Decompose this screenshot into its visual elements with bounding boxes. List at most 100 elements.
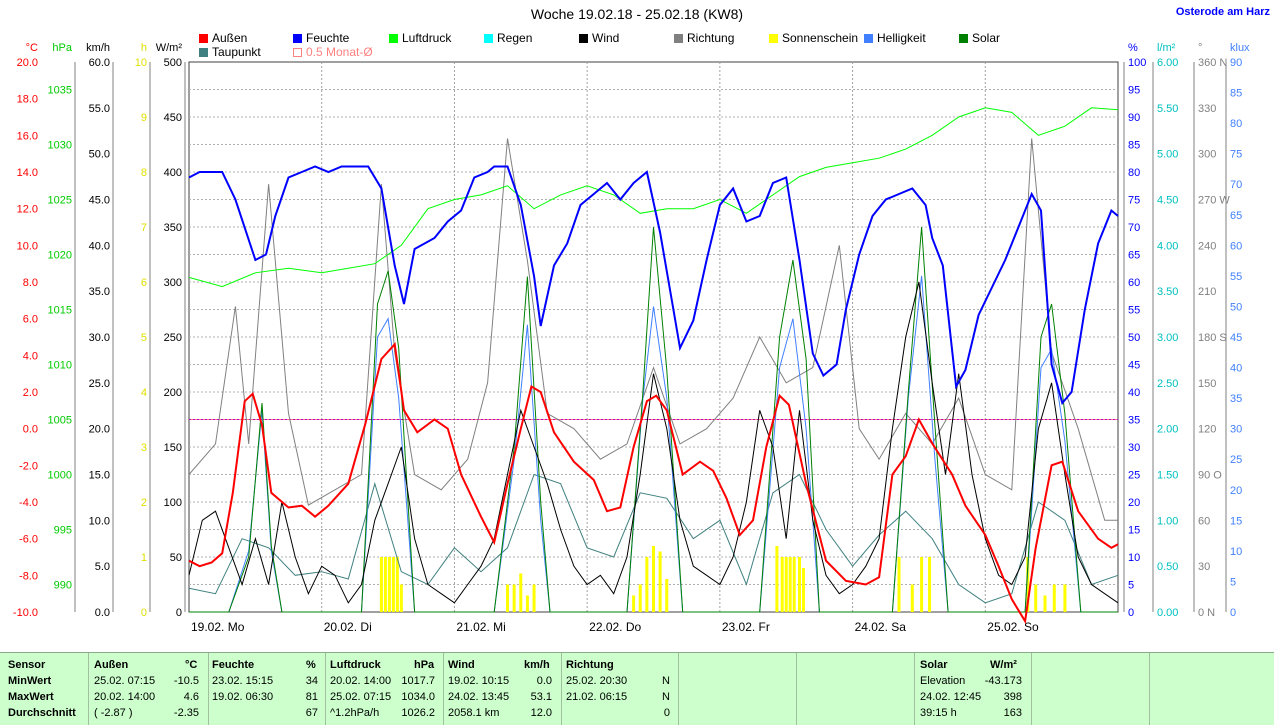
- tick-label-right: 270 W: [1198, 195, 1230, 207]
- tick-label-right: 15: [1230, 515, 1242, 527]
- series-sonnenschein-bar: [399, 584, 403, 612]
- tick-label-left: 0: [176, 607, 182, 619]
- stats-feuchte-time: 23.02. 15:15: [212, 675, 274, 687]
- series-sonnenschein-bar: [379, 557, 383, 612]
- legend-label: Taupunkt: [212, 45, 261, 59]
- tick-label-right: 3.00: [1157, 332, 1178, 344]
- legend-swatch: [199, 48, 208, 57]
- tick-label-right: 55: [1230, 271, 1242, 283]
- legend-swatch: [389, 34, 398, 43]
- legend-swatch: [199, 34, 208, 43]
- tick-label-left: 1035: [48, 85, 72, 97]
- legend-item: Sonnenschein: [769, 31, 858, 45]
- tick-label-right: 25: [1230, 454, 1242, 466]
- stats-aussen-time: ( -2.87 ): [94, 707, 133, 719]
- tick-label-right: 30: [1230, 424, 1242, 436]
- tick-label-right: 1.50: [1157, 470, 1178, 482]
- tick-label-left: 25.0: [89, 378, 110, 390]
- axis-unit-right: klux: [1230, 42, 1250, 54]
- stats-wind-time: 24.02. 13:45: [448, 691, 510, 703]
- stats-richtung-value: N: [662, 675, 670, 687]
- stats-header-richtung: Richtung: [566, 659, 614, 671]
- stats-header-sensor: Sensor: [8, 659, 46, 671]
- tick-label-left: 500: [164, 57, 182, 69]
- legend-swatch: [864, 34, 873, 43]
- tick-label-right: 55: [1128, 305, 1140, 317]
- series-sonnenschein-bar: [645, 557, 649, 612]
- stats-wind-value: 12.0: [530, 707, 552, 719]
- stats-solar-value: 398: [1003, 691, 1022, 703]
- series-sonnenschein-bar: [788, 557, 792, 612]
- series-sonnenschein-bar: [1063, 584, 1067, 612]
- stats-aussen-value: 4.6: [183, 691, 199, 703]
- stats-unit-luftdruck: hPa: [414, 659, 435, 671]
- tick-label-left: 20.0: [17, 57, 38, 69]
- tick-label-right: 210: [1198, 286, 1216, 298]
- tick-label-right: 10: [1128, 552, 1140, 564]
- axis-unit-left: °C: [26, 42, 38, 54]
- tick-label-left: 20.0: [89, 424, 110, 436]
- tick-label-right: 0.50: [1157, 561, 1178, 573]
- legend-item: Solar: [959, 31, 1000, 45]
- stats-header-feuchte: Feuchte: [212, 659, 255, 671]
- stats-richtung-time: 25.02. 20:30: [566, 675, 628, 687]
- tick-label-left: 7: [141, 222, 147, 234]
- series-sonnenschein-bar: [920, 557, 924, 612]
- series-sonnenschein-bar: [632, 595, 636, 612]
- axis-unit-right: l/m²: [1157, 42, 1176, 54]
- tick-label-left: -10.0: [13, 607, 38, 619]
- tick-label-right: 75: [1128, 195, 1140, 207]
- legend-label: Regen: [497, 31, 533, 45]
- tick-label-right: 85: [1128, 140, 1140, 152]
- series-sonnenschein-bar: [801, 568, 805, 612]
- series-sonnenschein-bar: [792, 557, 796, 612]
- tick-label-left: 350: [164, 222, 182, 234]
- axis-unit-left: W/m²: [156, 42, 183, 54]
- tick-label-left: 16.0: [17, 130, 38, 142]
- stats-luftdruck-time: 25.02. 07:15: [330, 691, 392, 703]
- tick-label-left: 14.0: [17, 167, 38, 179]
- legend-item: Helligkeit: [864, 31, 926, 45]
- day-label: 24.02. Sa: [855, 620, 907, 634]
- stats-table: Sensor MinWert MaxWert Durchschnitt Auße…: [0, 652, 1274, 725]
- tick-label-right: 90 O: [1198, 470, 1222, 482]
- tick-label-left: 4: [141, 387, 147, 399]
- tick-label-left: 10: [135, 57, 147, 69]
- tick-label-left: 1030: [48, 140, 72, 152]
- series-sonnenschein-bar: [797, 557, 801, 612]
- stats-unit-aussen: °C: [185, 659, 198, 671]
- tick-label-right: 1.00: [1157, 515, 1178, 527]
- tick-label-right: 50: [1128, 332, 1140, 344]
- stats-wind-value: 53.1: [530, 691, 552, 703]
- tick-label-right: 2.50: [1157, 378, 1178, 390]
- tick-label-right: 60: [1128, 277, 1140, 289]
- tick-label-left: 0: [141, 607, 147, 619]
- stats-richtung-time: 21.02. 06:15: [566, 691, 628, 703]
- tick-label-right: 30: [1198, 561, 1210, 573]
- tick-label-left: 1015: [48, 305, 72, 317]
- legend-item: Taupunkt: [199, 45, 261, 59]
- tick-label-left: 9: [141, 112, 147, 124]
- tick-label-right: 95: [1128, 85, 1140, 97]
- stats-luftdruck-value: 1017.7: [401, 675, 435, 687]
- tick-label-right: 4.00: [1157, 240, 1178, 252]
- legend-label: Außen: [212, 31, 248, 45]
- axis-unit-left: hPa: [52, 42, 72, 54]
- tick-label-left: 3: [141, 442, 147, 454]
- series-luftdruck-line: [188, 107, 1119, 288]
- legend-label: 0.5 Monat-Ø: [306, 45, 373, 59]
- tick-label-right: 3.50: [1157, 286, 1178, 298]
- series-sonnenschein-bar: [775, 546, 779, 612]
- tick-label-left: 35.0: [89, 286, 110, 298]
- stats-aussen-value: -2.35: [173, 707, 199, 719]
- legend-item: Regen: [484, 31, 532, 45]
- tick-label-left: 8.0: [23, 277, 38, 289]
- tick-label-left: 1: [141, 552, 147, 564]
- stats-solar-time: Elevation: [920, 675, 966, 687]
- series-sonnenschein-bar: [395, 557, 399, 612]
- tick-label-left: 8: [141, 167, 147, 179]
- series-sonnenschein-bar: [506, 584, 510, 612]
- legend-item: Wind: [579, 31, 619, 45]
- series-sonnenschein-bar: [784, 557, 788, 612]
- tick-label-left: 50.0: [89, 149, 110, 161]
